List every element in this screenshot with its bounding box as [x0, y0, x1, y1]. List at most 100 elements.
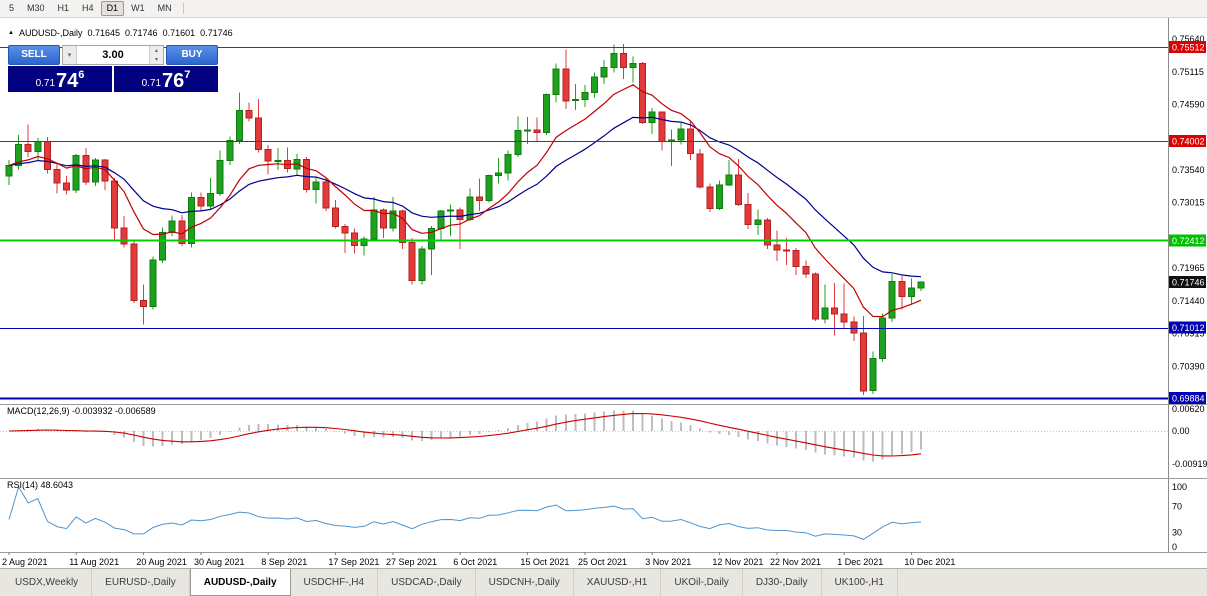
timeframe-button-h1[interactable]: H1: [57, 3, 70, 13]
svg-text:25 Oct 2021: 25 Oct 2021: [578, 557, 627, 567]
svg-text:0.73015: 0.73015: [1172, 198, 1205, 208]
svg-text:15 Oct 2021: 15 Oct 2021: [520, 557, 569, 567]
timeframe-button-h4[interactable]: H4: [82, 3, 94, 13]
chart-ohlc-title: ▲ AUDUSD-,Daily 0.71645 0.71746 0.71601 …: [8, 28, 233, 38]
buy-price-big: 76: [162, 70, 185, 92]
macd-histogram: [17, 410, 922, 462]
tab-uk100-h1[interactable]: UK100-,H1: [822, 569, 898, 596]
svg-text:0.73540: 0.73540: [1172, 165, 1205, 175]
symbol-label: AUDUSD-,Daily: [18, 28, 83, 38]
volume-dropdown-icon[interactable]: ▾: [63, 46, 77, 64]
tab-usdchf-h4[interactable]: USDCHF-,H4: [291, 569, 379, 596]
svg-text:3 Nov 2021: 3 Nov 2021: [645, 557, 691, 567]
one-click-controls-row: SELL ▾ 3.00 ▴ ▾ BUY: [8, 45, 218, 65]
svg-text:0.70915: 0.70915: [1172, 329, 1205, 339]
price-badge: 0.69884: [1169, 392, 1206, 404]
svg-text:8 Sep 2021: 8 Sep 2021: [261, 557, 307, 567]
svg-text:0.75640: 0.75640: [1172, 34, 1205, 44]
svg-text:0.74002: 0.74002: [1172, 137, 1205, 147]
timeframe-button-mn[interactable]: MN: [157, 3, 172, 13]
close-value: 0.71746: [200, 28, 233, 38]
svg-text:27 Sep 2021: 27 Sep 2021: [386, 557, 437, 567]
timeframe-button-5[interactable]: 5: [9, 3, 15, 13]
svg-text:20 Aug 2021: 20 Aug 2021: [136, 557, 187, 567]
svg-text:10 Dec 2021: 10 Dec 2021: [904, 557, 955, 567]
svg-text:0.00: 0.00: [1172, 426, 1190, 436]
low-value: 0.71601: [162, 28, 196, 38]
timeframe-button-w1[interactable]: W1: [131, 3, 145, 13]
volume-spinner[interactable]: ▴ ▾: [149, 46, 163, 64]
rsi-panel-layer: [8, 485, 922, 540]
sell-button[interactable]: SELL: [8, 45, 60, 65]
svg-text:0.69884: 0.69884: [1172, 394, 1205, 404]
ma-lines-layer: [8, 84, 922, 318]
tab-ukoil-daily[interactable]: UKOil-,Daily: [661, 569, 743, 596]
svg-text:12 Nov 2021: 12 Nov 2021: [712, 557, 763, 567]
rsi-label: RSI(14) 48.6043: [7, 480, 74, 490]
tab-usdcnh-daily[interactable]: USDCNH-,Daily: [476, 569, 574, 596]
sell-price-big: 74: [56, 70, 79, 92]
svg-text:100: 100: [1172, 482, 1187, 492]
tab-audusd-daily[interactable]: AUDUSD-,Daily: [189, 569, 291, 596]
macd-label: MACD(12,26,9) -0.003932 -0.006589: [7, 406, 156, 416]
spin-down-icon[interactable]: ▾: [150, 55, 163, 64]
time-axis[interactable]: 2 Aug 2021 11 Aug 2021 20 Aug 2021 30 Aug 2…: [2, 552, 955, 567]
buy-button[interactable]: BUY: [166, 45, 218, 65]
svg-text:0: 0: [1172, 542, 1177, 552]
svg-text:70: 70: [1172, 502, 1182, 512]
svg-text:30 Aug 2021: 30 Aug 2021: [194, 557, 245, 567]
toolbar-separator: [182, 3, 184, 14]
svg-text:22 Nov 2021: 22 Nov 2021: [770, 557, 821, 567]
chart-svg[interactable]: 0.75640 0.75115 0.74590 0.73540 0.73015 0.719…: [0, 18, 1207, 568]
svg-text:0.71965: 0.71965: [1172, 263, 1205, 273]
tab-usdcad-daily[interactable]: USDCAD-,Daily: [378, 569, 476, 596]
timeframe-button-d1[interactable]: D1: [100, 1, 125, 16]
one-click-panel-toggle-icon[interactable]: ▲: [8, 30, 14, 36]
svg-text:0.74590: 0.74590: [1172, 100, 1205, 110]
candles-layer: [5, 44, 925, 396]
sell-price[interactable]: 0.71 74 6: [8, 66, 112, 92]
svg-text:11 Aug 2021: 11 Aug 2021: [69, 557, 119, 567]
svg-text:0.75115: 0.75115: [1172, 67, 1204, 77]
spin-up-icon[interactable]: ▴: [150, 46, 163, 55]
price-badge: 0.71012: [1169, 321, 1206, 334]
tab-dj30-daily[interactable]: DJ30-,Daily: [743, 569, 822, 596]
timeframe-toolbar: 5 M30 H1 H4 D1 W1 MN: [0, 0, 1207, 18]
svg-text:2 Aug 2021: 2 Aug 2021: [2, 557, 48, 567]
svg-text:0.70390: 0.70390: [1172, 361, 1205, 371]
svg-text:0.72412: 0.72412: [1172, 236, 1205, 246]
svg-text:0.71012: 0.71012: [1172, 323, 1205, 333]
price-axis[interactable]: 0.75640 0.75115 0.74590 0.73540 0.73015 0.719…: [0, 18, 1207, 553]
volume-control[interactable]: ▾ 3.00 ▴ ▾: [62, 45, 164, 65]
svg-text:6 Oct 2021: 6 Oct 2021: [453, 557, 497, 567]
tab-usdx-weekly[interactable]: USDX,Weekly: [2, 569, 93, 596]
svg-text:0.71440: 0.71440: [1172, 296, 1205, 306]
tab-eurusd-daily[interactable]: EURUSD-,Daily: [92, 569, 190, 596]
chart-window: 0.75640 0.75115 0.74590 0.73540 0.73015 0.719…: [0, 18, 1207, 568]
volume-input[interactable]: 3.00: [102, 49, 124, 61]
svg-text:0.00620: 0.00620: [1172, 404, 1205, 414]
buy-price[interactable]: 0.71 76 7: [114, 66, 218, 92]
buy-price-pipette: 7: [184, 69, 191, 81]
buy-price-prefix: 0.71: [141, 78, 162, 89]
sell-price-pipette: 6: [78, 69, 85, 81]
macd-panel-layer: [0, 410, 1168, 462]
svg-text:1 Dec 2021: 1 Dec 2021: [837, 557, 883, 567]
svg-text:-0.00919: -0.00919: [1172, 459, 1207, 469]
one-click-prices-row: 0.71 74 6 0.71 76 7: [8, 66, 218, 92]
svg-text:17 Sep 2021: 17 Sep 2021: [328, 557, 379, 567]
one-click-trading-panel: SELL ▾ 3.00 ▴ ▾ BUY 0.71 74 6 0.71 76 7: [8, 45, 218, 92]
price-badge: 0.74002: [1169, 135, 1206, 148]
open-value: 0.71645: [87, 28, 121, 38]
timeframe-button-m30[interactable]: M30: [27, 3, 45, 13]
svg-text:30: 30: [1172, 528, 1182, 538]
sell-price-prefix: 0.71: [35, 78, 56, 89]
chart-tabs-bar: USDX,Weekly EURUSD-,Daily AUDUSD-,Daily USD…: [0, 568, 1207, 596]
high-value: 0.71746: [125, 28, 158, 38]
svg-text:0.75512: 0.75512: [1172, 43, 1205, 53]
price-badge: 0.75512: [1169, 41, 1206, 53]
tab-xauusd-h1[interactable]: XAUUSD-,H1: [574, 569, 662, 596]
macd-signal-line: [8, 412, 922, 457]
rsi-line: [8, 485, 922, 540]
